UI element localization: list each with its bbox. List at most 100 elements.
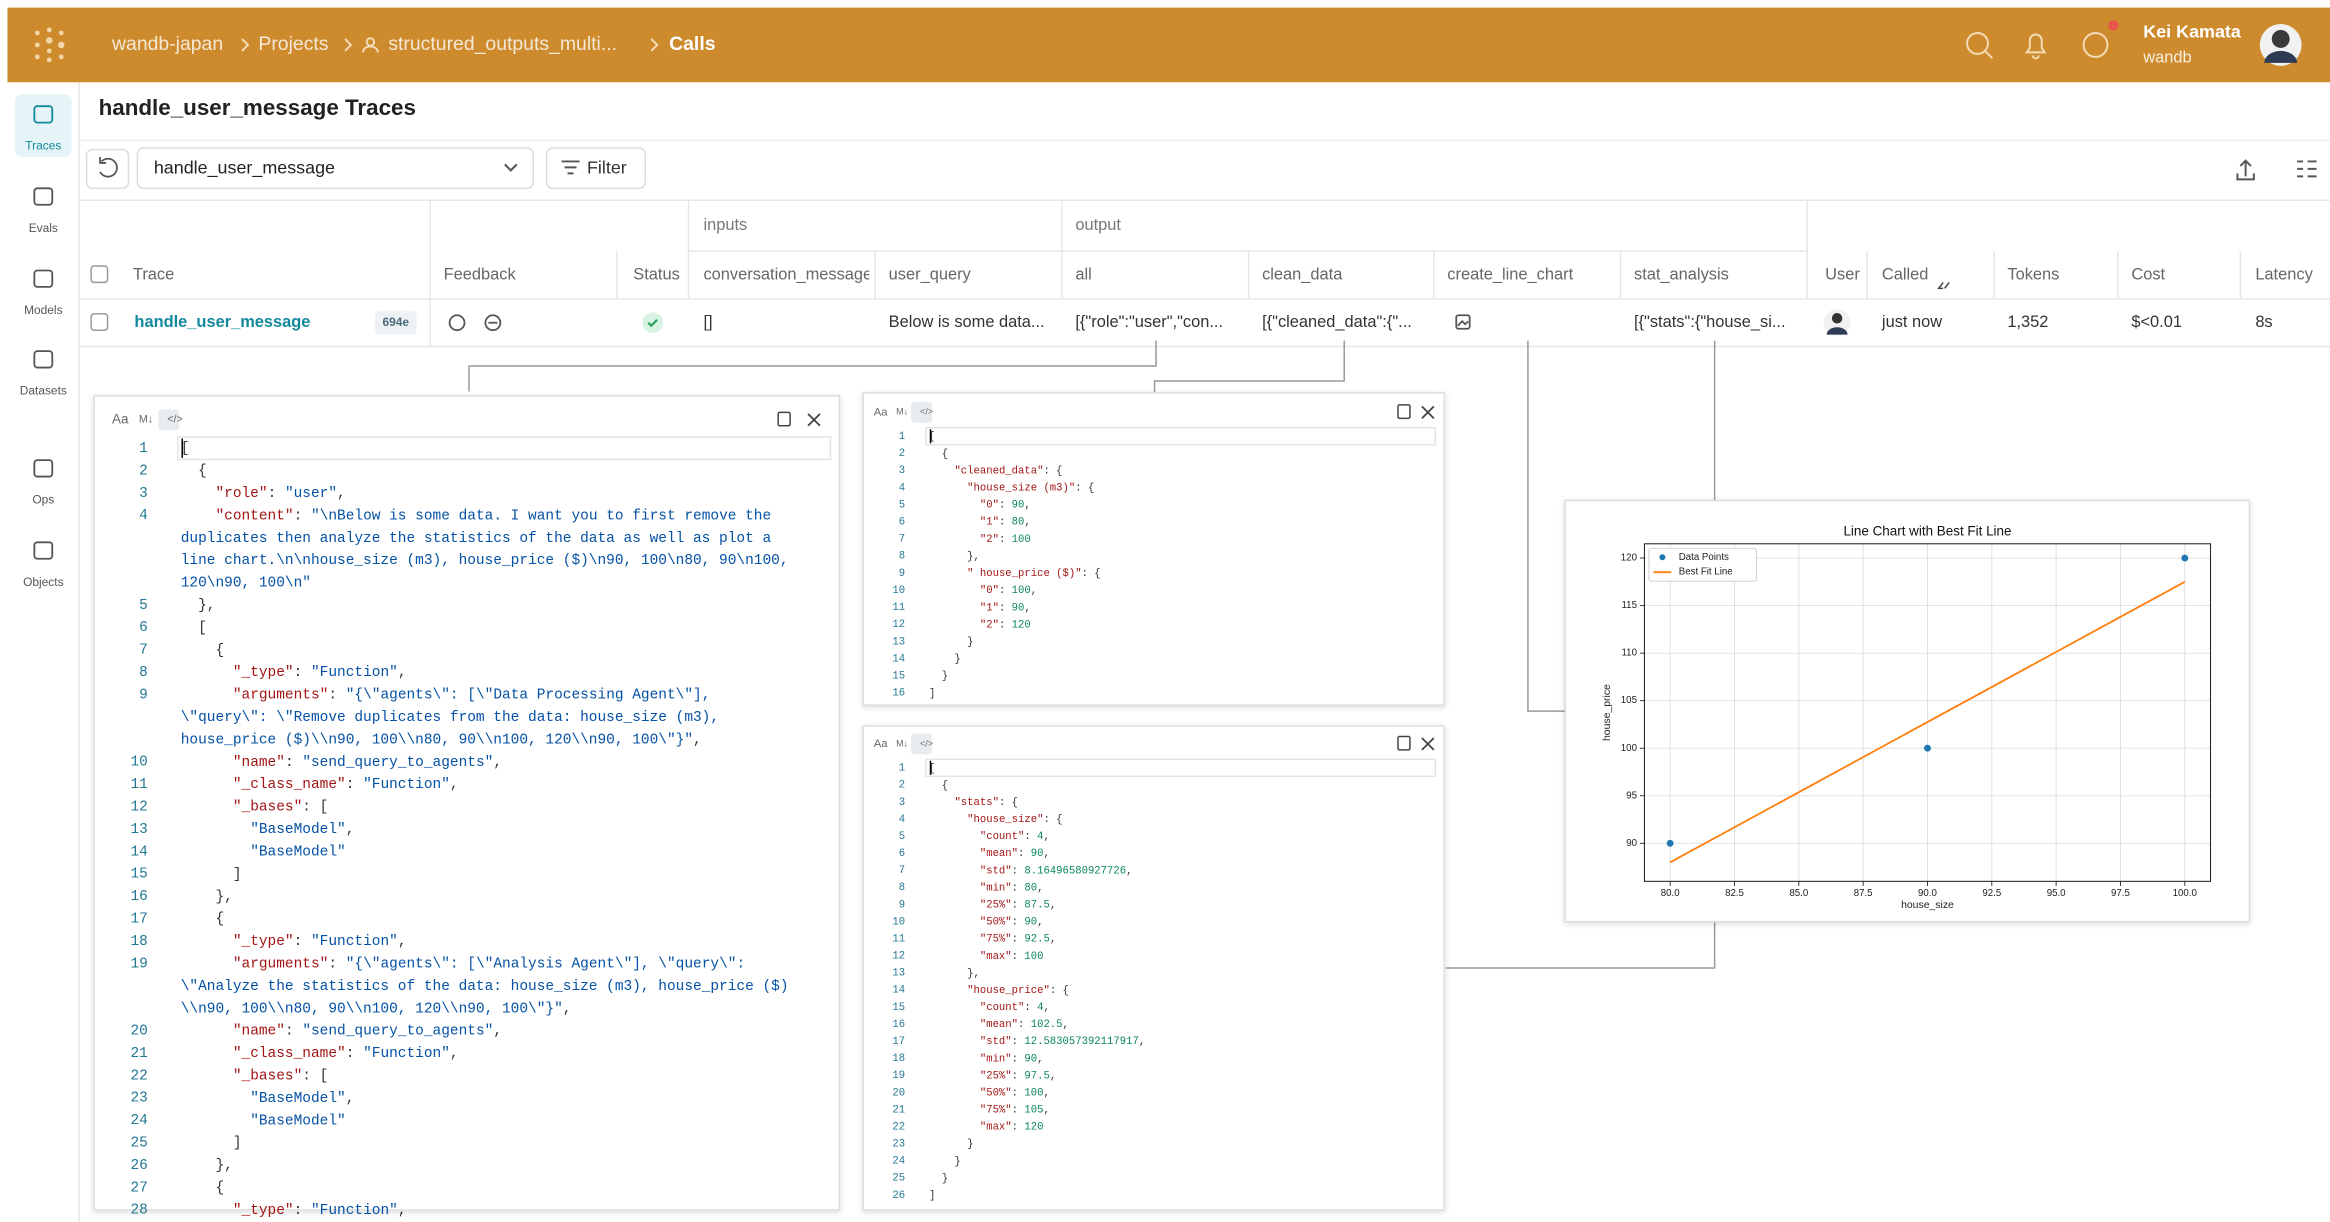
sidebar-label[interactable]: Traces: [25, 139, 61, 153]
code-line: },: [181, 598, 216, 614]
cell-stat-analysis: [{"stats":{"house_si...: [1634, 313, 1786, 331]
code-line: }: [929, 636, 974, 648]
line-number: 26: [130, 1158, 147, 1174]
op-select[interactable]: [136, 147, 534, 190]
code-line: [: [929, 763, 935, 775]
line-number: 13: [892, 968, 905, 980]
copy-button[interactable]: [777, 411, 791, 427]
code-line: "mean": 90,: [929, 848, 1050, 860]
user-avatar-head: [1831, 313, 1843, 324]
line-number: 14: [892, 985, 905, 997]
view-toggle[interactable]: M↓: [139, 414, 153, 426]
sidebar-label[interactable]: Models: [24, 303, 63, 317]
code-line: ]: [929, 688, 935, 700]
cell-trace[interactable]: handle_user_message: [134, 313, 310, 331]
line-number: 5: [899, 499, 905, 511]
view-toggle-active: [158, 409, 180, 431]
checkbox[interactable]: [90, 313, 109, 331]
code-line: "0": 90,: [929, 499, 1031, 511]
view-toggle[interactable]: </>: [920, 407, 933, 417]
line-number: 14: [892, 653, 905, 665]
sort-arrow: [1937, 281, 1950, 290]
column-header: Trace: [133, 265, 174, 283]
line-number: 12: [892, 951, 905, 963]
line-number: 2: [139, 463, 148, 479]
column-group: output: [1075, 216, 1121, 234]
code-line: }: [929, 653, 961, 665]
close-button[interactable]: [1421, 405, 1435, 419]
line-number: 21: [130, 1046, 147, 1062]
legend-label: Best Fit Line: [1679, 567, 1733, 578]
code-line: [: [181, 441, 190, 457]
breadcrumb[interactable]: Projects: [258, 33, 328, 55]
line-number: 28: [130, 1203, 147, 1219]
view-toggle[interactable]: Aa: [874, 406, 888, 418]
sidebar-icon: [33, 541, 54, 560]
y-tick-label: 95: [1626, 790, 1637, 801]
sidebar-label[interactable]: Evals: [29, 221, 58, 235]
code-line: "0": 100,: [929, 585, 1037, 597]
code-line: "_class_name": "Function",: [181, 777, 459, 793]
filter-button[interactable]: [545, 147, 646, 190]
code-line: {: [181, 643, 224, 659]
column-header: Cost: [2131, 265, 2165, 283]
line-number: 11: [892, 602, 905, 614]
line-number: 22: [130, 1068, 147, 1084]
view-toggle[interactable]: </>: [167, 414, 183, 426]
logo[interactable]: [34, 27, 65, 63]
cell-tokens: 1,352: [2007, 313, 2048, 331]
columns-icon[interactable]: [2297, 160, 2317, 178]
refresh-button[interactable]: [85, 148, 130, 190]
line-number: 8: [899, 551, 905, 563]
code-line: {: [181, 912, 224, 928]
filter-icon: [561, 160, 580, 175]
code-line: "min": 90,: [929, 1053, 1043, 1065]
line-number: 12: [130, 799, 147, 815]
line-number: 23: [130, 1091, 147, 1107]
column-header: User: [1825, 265, 1860, 283]
code-line: "stats": {: [929, 797, 1018, 809]
line-number: 22: [892, 1121, 905, 1133]
view-toggle[interactable]: Aa: [874, 738, 888, 750]
breadcrumb[interactable]: wandb-japan: [111, 33, 223, 55]
view-toggle[interactable]: </>: [920, 738, 933, 748]
line-number: 4: [139, 508, 148, 524]
line-number: 10: [892, 916, 905, 928]
code-line: "_type": "Function",: [181, 934, 407, 950]
user-org: wandb: [2142, 49, 2191, 67]
line-number: 23: [892, 1139, 905, 1151]
view-toggle[interactable]: Aa: [112, 411, 129, 426]
sidebar-label[interactable]: Datasets: [20, 384, 67, 398]
cell-cost: $<0.01: [2131, 313, 2182, 331]
close-button[interactable]: [1421, 737, 1435, 751]
line-number: 6: [899, 848, 905, 860]
line-number: 15: [892, 670, 905, 682]
breadcrumb[interactable]: structured_outputs_multi...: [388, 33, 617, 55]
sidebar-icon: [33, 350, 54, 369]
panels: Aa M↓ </> 1 [2 {3 "role": "user", 4 "content"…: [93, 392, 2251, 1219]
copy-button[interactable]: [1397, 404, 1411, 420]
line-number: 11: [892, 933, 905, 945]
sidebar-label[interactable]: Objects: [23, 575, 64, 589]
y-axis-label: house_price: [1602, 684, 1613, 741]
sidebar-icon: [33, 269, 54, 288]
cell-user-query: Below is some data...: [889, 313, 1045, 331]
checkbox[interactable]: [90, 265, 109, 284]
close-button[interactable]: [807, 413, 821, 427]
export-icon[interactable]: [2236, 159, 2255, 181]
line-number: 1: [899, 431, 905, 443]
view-toggle[interactable]: M↓: [896, 738, 908, 748]
fit-line: [1669, 581, 2186, 864]
sidebar-label[interactable]: Ops: [32, 493, 54, 507]
code-line: {: [181, 1180, 224, 1196]
copy-button[interactable]: [1397, 735, 1411, 751]
code-line: "75%": 92.5,: [929, 933, 1056, 945]
line-number: 9: [139, 687, 148, 703]
breadcrumb[interactable]: Calls: [669, 33, 715, 55]
x-tick-label: 80.0: [1661, 888, 1680, 899]
line-number: 27: [130, 1180, 147, 1196]
code-line: "role": "user",: [181, 486, 346, 502]
view-toggle[interactable]: M↓: [896, 407, 908, 417]
status-check: [647, 319, 658, 328]
